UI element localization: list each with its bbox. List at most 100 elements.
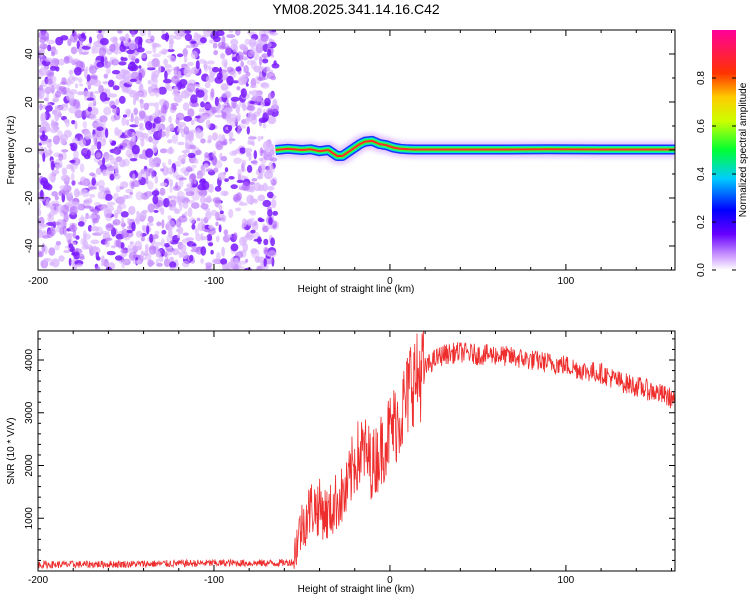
noise-blob xyxy=(107,201,116,206)
noise-blob xyxy=(159,115,166,123)
noise-blob xyxy=(81,189,90,198)
noise-blob xyxy=(260,99,265,108)
noise-blob xyxy=(47,44,52,52)
noise-blob xyxy=(88,36,93,44)
spectrogram-signal xyxy=(274,132,675,164)
noise-blob xyxy=(247,218,253,227)
noise-blob xyxy=(148,259,155,266)
noise-blob xyxy=(119,43,126,53)
colorbar-ticks: 0.0 0.2 0.4 0.6 0.8 xyxy=(696,71,736,277)
noise-blob xyxy=(190,40,197,44)
noise-blob xyxy=(154,102,160,110)
noise-blob xyxy=(96,61,105,68)
noise-blob xyxy=(232,56,238,62)
noise-blob xyxy=(46,39,56,45)
noise-blob xyxy=(232,44,238,53)
noise-blob xyxy=(38,69,43,79)
noise-blob xyxy=(38,251,44,258)
y-tick-label: -40 xyxy=(24,238,35,253)
noise-blob xyxy=(214,114,223,118)
noise-blob xyxy=(129,241,134,245)
noise-blob xyxy=(159,187,166,196)
noise-blob xyxy=(171,134,179,144)
noise-blob xyxy=(262,182,268,192)
noise-blob xyxy=(58,86,67,92)
noise-blob xyxy=(228,125,233,131)
noise-blob xyxy=(92,107,99,116)
noise-blob xyxy=(74,109,83,119)
noise-blob xyxy=(154,230,160,235)
noise-blob xyxy=(270,179,274,184)
noise-blob xyxy=(223,104,227,108)
noise-blob xyxy=(128,251,137,261)
noise-blob xyxy=(163,58,169,66)
noise-blob xyxy=(173,185,181,191)
noise-blob xyxy=(64,232,74,239)
noise-blob xyxy=(241,168,246,172)
noise-blob xyxy=(268,31,278,36)
noise-blob xyxy=(134,115,140,126)
noise-blob xyxy=(246,230,250,239)
noise-blob xyxy=(89,194,96,198)
noise-blob xyxy=(129,61,136,65)
noise-blob xyxy=(133,107,138,116)
noise-blob xyxy=(128,205,136,215)
noise-blob xyxy=(125,194,133,199)
noise-blob xyxy=(167,55,174,59)
noise-blob xyxy=(221,58,228,67)
noise-blob xyxy=(135,132,145,137)
noise-blob xyxy=(179,84,186,89)
noise-blob xyxy=(99,37,109,46)
noise-blob xyxy=(157,130,166,138)
noise-blob xyxy=(54,244,60,251)
noise-blob xyxy=(70,46,78,55)
noise-blob xyxy=(119,159,126,168)
noise-blob xyxy=(220,217,225,221)
noise-blob xyxy=(212,35,221,43)
noise-blob xyxy=(183,126,190,135)
noise-blob xyxy=(136,259,142,265)
noise-blob xyxy=(131,144,140,155)
noise-blob xyxy=(99,115,108,123)
noise-blob xyxy=(190,67,199,75)
noise-blob xyxy=(150,35,155,42)
noise-blob xyxy=(89,172,95,177)
noise-blob xyxy=(224,263,232,270)
noise-blob xyxy=(96,126,104,131)
noise-blob xyxy=(73,31,78,41)
noise-blob xyxy=(129,191,134,196)
noise-blob xyxy=(120,211,129,218)
noise-blob xyxy=(160,168,165,172)
snr-y-label: SNR (10 * V/V) xyxy=(6,417,17,484)
noise-blob xyxy=(94,122,101,126)
noise-blob xyxy=(272,210,279,216)
noise-blob xyxy=(168,45,174,50)
noise-blob xyxy=(163,197,170,208)
noise-blob xyxy=(71,180,76,187)
noise-blob xyxy=(42,230,47,236)
noise-blob xyxy=(184,211,188,218)
noise-blob xyxy=(139,30,146,37)
noise-blob xyxy=(195,89,205,98)
noise-blob xyxy=(38,229,44,239)
noise-blob xyxy=(109,36,119,43)
noise-blob xyxy=(183,68,192,78)
noise-blob xyxy=(115,98,120,106)
noise-blob xyxy=(98,185,105,192)
noise-blob xyxy=(70,173,75,181)
noise-blob xyxy=(217,172,226,181)
noise-blob xyxy=(235,251,244,259)
noise-blob xyxy=(187,199,195,204)
noise-blob xyxy=(246,164,253,173)
noise-blob xyxy=(50,174,56,183)
noise-blob xyxy=(83,130,92,140)
noise-blob xyxy=(238,260,247,265)
noise-blob xyxy=(215,221,219,227)
noise-blob xyxy=(118,95,126,104)
noise-blob xyxy=(143,102,149,111)
noise-blob xyxy=(123,41,130,47)
noise-blob xyxy=(38,89,45,99)
noise-blob xyxy=(226,234,232,239)
noise-blob xyxy=(128,90,138,98)
